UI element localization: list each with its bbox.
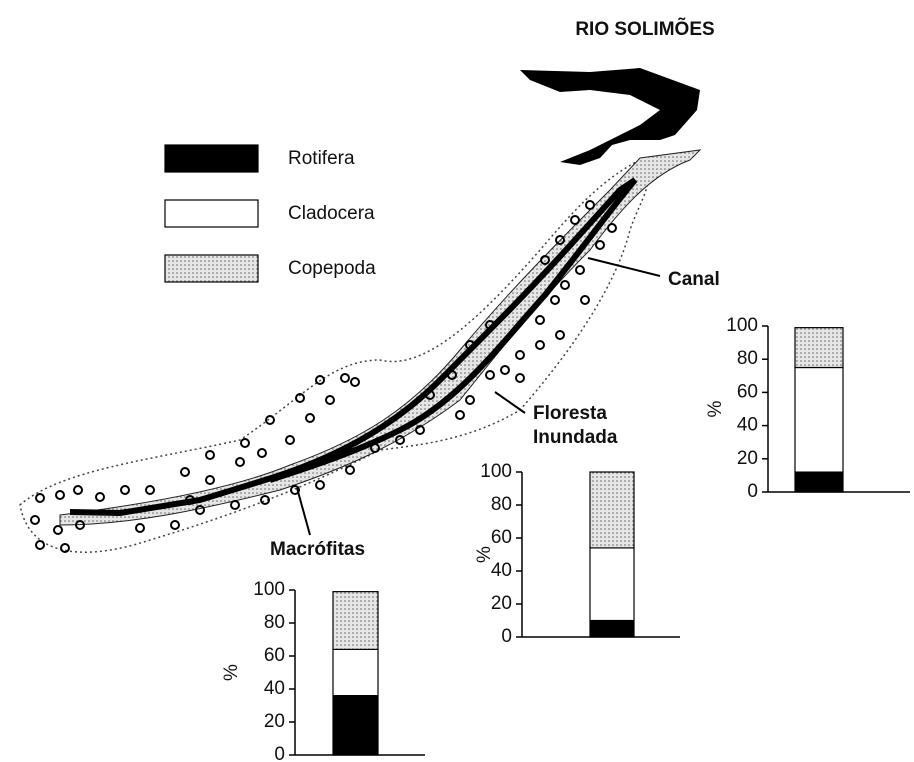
- y-axis-label: %: [705, 400, 726, 417]
- y-tick-label: 100: [480, 461, 512, 482]
- circle-symbol: [466, 396, 474, 404]
- y-tick-label: 40: [737, 415, 758, 436]
- bar-segment: Copepoda: [590, 472, 634, 548]
- circle-symbol: [146, 486, 154, 494]
- circle-symbol: [56, 491, 64, 499]
- legend-label: Rotifera: [288, 148, 355, 169]
- bar-segment: Cladocera: [590, 548, 634, 621]
- legend-swatch: [165, 200, 258, 227]
- circle-symbol: [266, 416, 274, 424]
- y-tick-label: 0: [501, 626, 512, 647]
- circle-symbol: [206, 476, 214, 484]
- circle-symbol: [456, 411, 464, 419]
- site-label: Canal: [668, 269, 720, 290]
- circle-symbol: [54, 526, 62, 534]
- y-tick-label: 40: [264, 678, 285, 699]
- y-tick-label: 60: [264, 645, 285, 666]
- circle-symbol: [36, 494, 44, 502]
- pointer: [588, 258, 660, 276]
- circle-symbol: [171, 521, 179, 529]
- bar-segment: Rotifera: [590, 621, 634, 638]
- page: RIO SOLIMÕES RotiferaCladoceraCopepoda C…: [0, 0, 914, 762]
- circle-symbol: [326, 396, 334, 404]
- legend-label: Copepoda: [288, 258, 376, 279]
- y-tick-label: 20: [737, 448, 758, 469]
- circle-symbol: [596, 241, 604, 249]
- circle-symbol: [316, 481, 324, 489]
- circle-symbol: [576, 266, 584, 274]
- bar-segment: Copepoda: [795, 328, 843, 368]
- y-tick-label: 80: [737, 348, 758, 369]
- y-tick-label: 0: [274, 744, 285, 762]
- map-title: RIO SOLIMÕES: [575, 18, 714, 40]
- y-axis-label: %: [221, 664, 242, 681]
- circle-symbol: [206, 451, 214, 459]
- bar-segment: Rotifera: [795, 472, 843, 492]
- y-tick-label: 60: [491, 527, 512, 548]
- site-label: Macrófitas: [270, 539, 365, 560]
- circle-symbol: [556, 331, 564, 339]
- circle-symbol: [571, 216, 579, 224]
- y-tick-label: 100: [253, 579, 285, 600]
- site-label: Floresta Inundada: [533, 402, 653, 450]
- circle-symbol: [551, 296, 559, 304]
- circle-symbol: [561, 281, 569, 289]
- circle-symbol: [536, 341, 544, 349]
- circle-symbol: [516, 351, 524, 359]
- circle-symbol: [231, 501, 239, 509]
- circle-symbol: [346, 466, 354, 474]
- circle-symbol: [74, 486, 82, 494]
- circle-symbol: [136, 524, 144, 532]
- circle-symbol: [96, 493, 104, 501]
- circle-symbol: [31, 516, 39, 524]
- circle-symbol: [286, 436, 294, 444]
- circle-symbol: [608, 224, 616, 232]
- circle-symbol: [516, 374, 524, 382]
- y-tick-label: 100: [726, 315, 758, 336]
- circle-symbol: [258, 449, 266, 457]
- bar-segment: Rotifera: [333, 696, 378, 755]
- figure: RIO SOLIMÕES RotiferaCladoceraCopepoda C…: [0, 0, 914, 762]
- circle-symbol: [581, 296, 589, 304]
- circle-symbol: [486, 371, 494, 379]
- pointer: [495, 392, 525, 413]
- legend-swatch: [165, 255, 258, 282]
- circle-symbol: [501, 366, 509, 374]
- circle-symbol: [536, 316, 544, 324]
- legend-swatch: [165, 145, 258, 172]
- circle-symbol: [241, 439, 249, 447]
- y-tick-label: 20: [491, 593, 512, 614]
- circle-symbol: [236, 458, 244, 466]
- circle-symbol: [341, 374, 349, 382]
- circle-symbol: [586, 201, 594, 209]
- bar-segment: Copepoda: [333, 592, 378, 650]
- pointer: [297, 488, 310, 535]
- y-tick-label: 80: [491, 494, 512, 515]
- circle-symbol: [181, 468, 189, 476]
- circle-symbol: [36, 541, 44, 549]
- y-tick-label: 20: [264, 711, 285, 732]
- bar-segment: Cladocera: [333, 649, 378, 695]
- y-tick-label: 60: [737, 381, 758, 402]
- legend-label: Cladocera: [288, 203, 375, 224]
- bar-segment: Cladocera: [795, 368, 843, 473]
- circle-symbol: [306, 414, 314, 422]
- circle-symbol: [351, 378, 359, 386]
- y-tick-label: 0: [747, 481, 758, 502]
- legend: Rotifera Cladocera Copepoda: [165, 145, 376, 282]
- y-tick-label: 80: [264, 612, 285, 633]
- circle-symbol: [121, 486, 129, 494]
- y-axis-label: %: [474, 546, 495, 563]
